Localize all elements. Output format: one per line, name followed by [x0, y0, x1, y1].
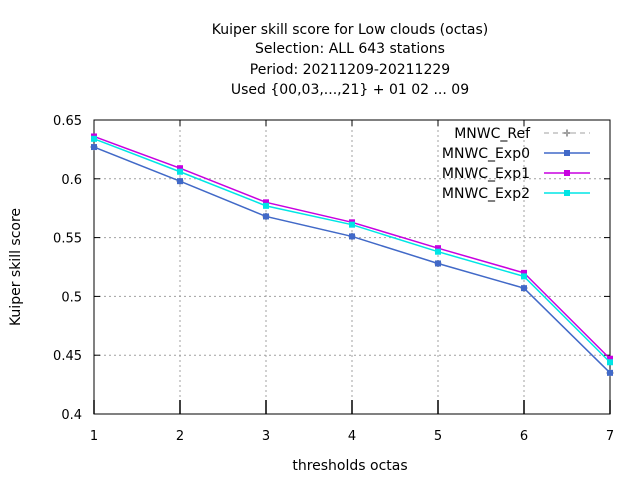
data-point-marker — [349, 233, 355, 240]
data-point-marker — [177, 178, 183, 185]
data-point-marker — [91, 144, 97, 151]
data-point-marker — [435, 248, 441, 255]
x-tick-label: 5 — [434, 429, 442, 444]
y-tick-label: 0.65 — [53, 114, 82, 129]
data-point-marker — [564, 190, 570, 196]
data-point-marker — [263, 213, 269, 220]
data-point-marker — [177, 168, 183, 175]
legend-label: MNWC_Exp1 — [442, 166, 530, 182]
data-point-marker — [564, 170, 570, 176]
x-tick-label: 4 — [348, 429, 356, 444]
chart-title-line-1: Kuiper skill score for Low clouds (octas… — [211, 22, 489, 38]
data-point-marker — [435, 245, 441, 252]
x-tick-label: 3 — [262, 429, 270, 444]
y-tick-label: 0.5 — [61, 290, 82, 305]
data-point-marker — [177, 165, 183, 172]
x-tick-label: 2 — [176, 429, 184, 444]
series — [90, 133, 614, 377]
series-mnwc-exp2 — [91, 135, 613, 366]
legend: MNWC_Ref MNWC_Exp0 MNWC_Exp1 MNWC_Exp2 — [442, 126, 590, 202]
data-point-marker — [607, 359, 613, 366]
y-tick-label: 0.55 — [53, 232, 82, 247]
data-point-marker — [521, 285, 527, 292]
y-tick-label: 0.6 — [61, 173, 82, 188]
legend-label: MNWC_Ref — [454, 126, 531, 142]
data-point-marker — [349, 221, 355, 228]
x-axis-label: thresholds octas — [292, 458, 407, 474]
x-tick-label: 6 — [520, 429, 528, 444]
chart-title-line-2: Selection: ALL 643 stations — [255, 41, 445, 57]
x-tick-label: 1 — [90, 429, 98, 444]
chart-title-line-4: Used {00,03,...,21} + 01 02 ... 09 — [230, 82, 470, 98]
data-point-marker — [607, 369, 613, 376]
series-mnwc-exp0 — [91, 144, 613, 376]
y-axis-label: Kuiper skill score — [8, 208, 24, 326]
chart-title-line-3: Period: 20211209-20211229 — [249, 62, 451, 78]
data-point-marker — [521, 269, 527, 276]
legend-label: MNWC_Exp0 — [442, 146, 530, 162]
y-tick-label: 0.45 — [53, 349, 82, 364]
data-point-marker — [263, 202, 269, 209]
data-point-marker — [91, 135, 97, 142]
axis-ticks: 0.4 0.45 0.5 0.55 0.6 0.65 1 2 3 4 5 6 7 — [53, 114, 614, 444]
x-tick-label: 7 — [606, 429, 614, 444]
y-tick-label: 0.4 — [61, 408, 82, 423]
data-point-marker — [607, 355, 613, 362]
grid — [94, 120, 610, 414]
data-point-marker — [563, 129, 571, 137]
legend-label: MNWC_Exp2 — [442, 186, 530, 202]
data-point-marker — [564, 150, 570, 156]
data-point-marker — [263, 199, 269, 206]
data-point-marker — [435, 260, 441, 267]
data-point-marker — [521, 273, 527, 280]
